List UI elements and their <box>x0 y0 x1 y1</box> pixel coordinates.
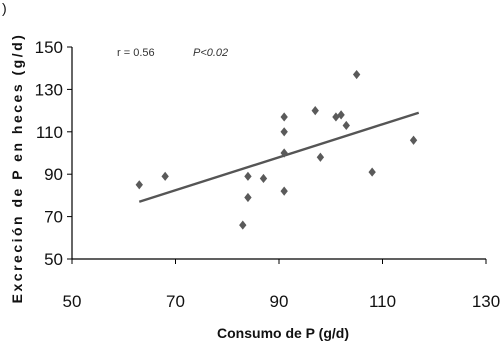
y-ticks: 50 70 90 110 130 150 <box>35 38 72 269</box>
y-tick-label: 150 <box>35 38 63 57</box>
data-point <box>368 167 376 177</box>
data-point <box>332 112 340 122</box>
trendline <box>138 111 420 203</box>
y-tick-label: 50 <box>44 250 63 269</box>
x-tick-label: 70 <box>166 292 185 311</box>
data-point <box>316 152 325 162</box>
data-point <box>244 171 252 181</box>
p-annotation: P<0.02 <box>193 47 228 59</box>
y-tick-label: 90 <box>44 165 63 184</box>
x-tick-label: 90 <box>270 292 289 311</box>
data-point <box>280 127 288 137</box>
r-annotation: r = 0.56 <box>117 47 155 59</box>
corner-mark: ) <box>2 0 7 16</box>
data-point <box>239 220 247 230</box>
data-point <box>409 135 418 145</box>
x-axis-title: Consumo de P (g/d) <box>217 325 349 341</box>
y-axis-title: Excreción de P en heces (g/d) <box>9 33 25 304</box>
data-point <box>280 112 288 122</box>
data-point <box>135 180 143 190</box>
data-point <box>259 173 268 184</box>
data-point <box>337 110 345 120</box>
axes <box>71 47 486 260</box>
trendline-layer <box>138 111 420 203</box>
data-point <box>311 106 319 116</box>
data-point <box>280 148 288 158</box>
y-tick-label: 130 <box>35 80 63 99</box>
x-tick-label: 130 <box>472 292 500 311</box>
x-tick-label: 110 <box>369 292 396 311</box>
data-point <box>244 192 252 203</box>
points-layer <box>135 69 418 230</box>
y-tick-label: 70 <box>44 208 63 227</box>
x-tick-label: 50 <box>63 292 82 311</box>
x-ticks: 50 70 90 110 130 <box>63 259 500 311</box>
data-point <box>352 69 361 80</box>
data-point <box>342 120 350 131</box>
y-tick-label: 110 <box>36 123 63 142</box>
data-point <box>161 171 169 181</box>
data-point <box>280 186 288 196</box>
